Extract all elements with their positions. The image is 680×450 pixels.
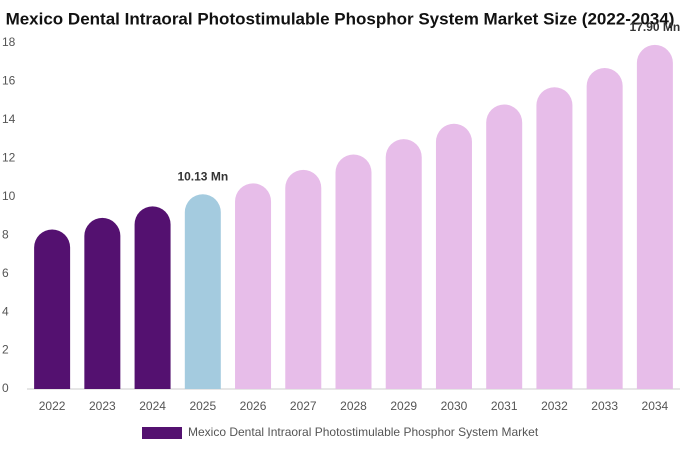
bar [586,67,623,389]
chart-title: Mexico Dental Intraoral Photostimulable … [6,9,675,28]
y-tick-label: 14 [2,112,16,126]
y-tick-label: 6 [2,266,9,280]
bar [84,217,121,389]
bar [435,123,472,389]
x-tick-label: 2024 [139,399,166,413]
bar [536,87,573,389]
y-tick-label: 8 [2,227,9,241]
bar [335,154,372,389]
bar [636,44,673,389]
y-tick-label: 12 [2,151,16,165]
bar [486,104,523,389]
y-tick-label: 0 [2,381,9,395]
y-tick-label: 4 [2,304,9,318]
legend-swatch [142,427,182,439]
bar [184,194,221,389]
x-tick-label: 2029 [390,399,417,413]
x-tick-label: 2033 [591,399,618,413]
y-tick-label: 16 [2,74,16,88]
x-tick-label: 2031 [491,399,518,413]
bar [235,183,272,389]
value-label: 17.90 Mn [630,20,680,34]
bar [385,139,422,389]
y-tick-label: 10 [2,189,16,203]
x-tick-label: 2022 [39,399,66,413]
legend-label: Mexico Dental Intraoral Photostimulable … [188,425,539,439]
x-tick-label: 2030 [441,399,468,413]
value-label: 10.13 Mn [177,169,228,183]
x-tick-label: 2028 [340,399,367,413]
x-tick-label: 2023 [89,399,116,413]
x-tick-label: 2025 [189,399,216,413]
bar [285,169,322,389]
bar [34,229,71,389]
x-tick-label: 2032 [541,399,568,413]
y-tick-label: 2 [2,343,9,357]
y-tick-label: 18 [2,35,16,49]
bar [134,206,171,389]
x-tick-label: 2026 [240,399,267,413]
x-tick-label: 2034 [642,399,669,413]
x-tick-label: 2027 [290,399,317,413]
